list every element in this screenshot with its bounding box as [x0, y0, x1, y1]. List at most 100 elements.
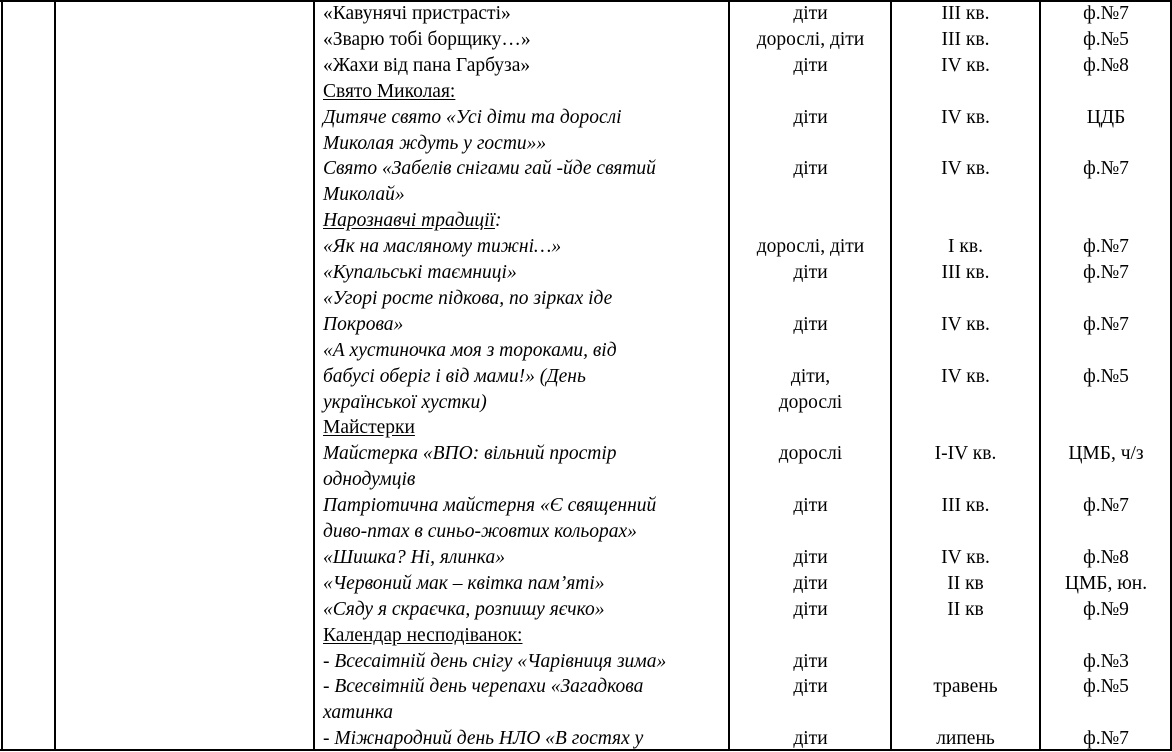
audience-cell: діти [793, 54, 828, 76]
audience-cell: діти [793, 495, 828, 517]
activity-cell: української хустки) [323, 390, 727, 416]
place-cell: ф.№8 [1083, 546, 1129, 568]
audience-cell: дорослі [778, 443, 843, 465]
activity-cell: «Кавунячі пристрасті» [323, 1, 727, 27]
audience-cell: діти [793, 598, 828, 620]
column-border [1039, 0, 1041, 751]
activity-text: Майстерка «ВПО: вільний простір [323, 443, 617, 465]
activity-text: «Зварю тобі борщику…» [323, 28, 531, 50]
table-line: - Всесаітній день снігу «Чарівниця зима»… [0, 649, 1172, 675]
place-cell: ф.№7 [1083, 313, 1129, 335]
activity-suffix: : [494, 210, 502, 232]
period-cell: III кв. [941, 28, 990, 50]
place-cell: ф.№7 [1083, 3, 1129, 24]
activity-cell: Миколая ждуть у гости»» [323, 131, 727, 157]
activity-cell: Нарознавчі традиції: [323, 208, 727, 234]
table-line: української хустки) дорослі [0, 390, 1172, 416]
activity-text: Всесаітній день снігу «Чарівниця зима» [334, 650, 667, 672]
table-line: - Міжнародний день НЛО «В гостях у діти ли… [0, 726, 1172, 752]
audience-cell: дорослі [778, 391, 843, 413]
place-cell: ф.№7 [1083, 495, 1129, 517]
activity-cell: «Купальські таємниці» [323, 260, 727, 286]
column-border [890, 0, 892, 751]
table-line: «Як на масляному тижні…» дорослі, діти I к… [0, 234, 1172, 260]
place-cell: ф.№3 [1083, 650, 1129, 672]
activity-cell: Свято «Забелів снігами гай -йде святий [323, 156, 727, 182]
audience-cell: діти [793, 572, 828, 594]
activity-text: української хустки) [323, 391, 487, 413]
activity-cell: - Всесаітній день снігу «Чарівниця зима» [323, 649, 727, 675]
list-dash: - [323, 650, 335, 672]
activity-cell: хатинка [323, 700, 727, 726]
activity-text: Нарознавчі традиції [323, 210, 495, 232]
table-line: «Шишка? Ні, ялинка» діти IV кв. ф.№8 [0, 545, 1172, 571]
audience-cell: діти [793, 106, 828, 128]
column-border [313, 0, 315, 751]
audience-cell: діти [793, 158, 828, 180]
activity-cell: однодумців [323, 467, 727, 493]
activity-text: Свято «Забелів снігами гай -йде святий [323, 158, 656, 180]
period-cell: IV кв. [941, 313, 990, 335]
activity-cell: «Угорі росте підкова, по зірках іде [323, 286, 727, 312]
period-cell: I-IV кв. [934, 443, 997, 465]
place-cell: ф.№9 [1083, 598, 1129, 620]
table-line: однодумців [0, 467, 1172, 493]
activity-cell: Майстерка «ВПО: вільний простір [323, 441, 727, 467]
activity-text: Міжнародний день НЛО «В гостях у [334, 728, 644, 750]
place-cell: ЦДБ [1086, 106, 1126, 128]
activity-text: «Угорі росте підкова, по зірках іде [323, 287, 613, 309]
table-line: «Жахи від пана Гарбуза» діти IV кв. ф.№8 [0, 53, 1172, 79]
table-top-border [0, 0, 1172, 2]
activity-cell: «Зварю тобі борщику…» [323, 27, 727, 53]
activity-text: «Кавунячі пристрасті» [323, 3, 511, 24]
place-cell: ф.№8 [1083, 54, 1129, 76]
activity-cell: Дитяче свято «Усі діти та дорослі [323, 105, 727, 131]
activity-text: «Жахи від пана Гарбуза» [323, 54, 531, 76]
place-cell: ф.№7 [1083, 262, 1129, 283]
activity-cell: Свято Миколая: [323, 79, 727, 105]
activity-text: «Сяду я скраєчка, розпишу яєчко» [323, 598, 605, 620]
activity-cell: «Як на масляному тижні…» [323, 234, 727, 260]
place-cell: ф.№5 [1083, 676, 1129, 698]
activity-cell: Патріотична майстерня «Є священний [323, 493, 727, 519]
place-cell: ф.№7 [1083, 236, 1129, 258]
table-line: - Всесвітній день черепахи «Загадкова діт… [0, 674, 1172, 700]
table-line: Миколая ждуть у гости»» [0, 131, 1172, 157]
activity-text: Покрова» [323, 313, 404, 335]
table-line: Нарознавчі традиції: [0, 208, 1172, 234]
activity-text: Миколай» [323, 184, 405, 206]
period-cell: IV кв. [941, 546, 990, 568]
table-line: бабусі оберіг і від мами!» (День діти, IV … [0, 364, 1172, 390]
table-line: «Купальські таємниці» діти III кв. ф.№7 [0, 260, 1172, 286]
period-cell: IV кв. [941, 158, 990, 180]
activity-text: Майстерки [323, 417, 415, 439]
activity-cell: - Міжнародний день НЛО «В гостях у [323, 726, 727, 752]
table-line: Майстерка «ВПО: вільний простір дорослі I-… [0, 441, 1172, 467]
table-line: Дитяче свято «Усі діти та дорослі діти IV … [0, 105, 1172, 131]
activity-text: «А хустиночка моя з тороками, від [323, 339, 617, 361]
table-line: Миколай» [0, 182, 1172, 208]
period-cell: II кв [947, 572, 984, 594]
table-line: Покрова» діти IV кв. ф.№7 [0, 312, 1172, 338]
table-line: «Сяду я скраєчка, розпишу яєчко» діти II к… [0, 597, 1172, 623]
audience-cell: діти [793, 3, 828, 24]
period-cell: I кв. [948, 236, 983, 258]
period-cell: IV кв. [941, 365, 990, 387]
activity-text: Миколая ждуть у гости»» [323, 132, 547, 154]
activity-text: бабусі оберіг і від мами!» (День [323, 365, 586, 387]
table-line: Свято «Забелів снігами гай -йде святий ді… [0, 156, 1172, 182]
activity-cell: - Всесвітній день черепахи «Загадкова [323, 674, 727, 700]
place-cell: ф.№5 [1083, 365, 1129, 387]
place-cell: ЦМБ, ч/з [1068, 443, 1144, 465]
period-cell: III кв. [941, 3, 990, 24]
audience-cell: діти [793, 650, 828, 672]
activity-cell: «А хустиночка моя з тороками, від [323, 338, 727, 364]
activity-cell: Майстерки [323, 415, 727, 441]
audience-cell: дорослі, діти [756, 28, 865, 50]
period-cell: IV кв. [941, 54, 990, 76]
activity-text: диво-птах в синьо-жовтих кольорах» [323, 521, 637, 542]
audience-cell: діти [793, 262, 828, 283]
place-cell: ф.№7 [1083, 158, 1129, 180]
place-cell: ф.№5 [1083, 28, 1129, 50]
table-line: «А хустиночка моя з тороками, від [0, 338, 1172, 364]
